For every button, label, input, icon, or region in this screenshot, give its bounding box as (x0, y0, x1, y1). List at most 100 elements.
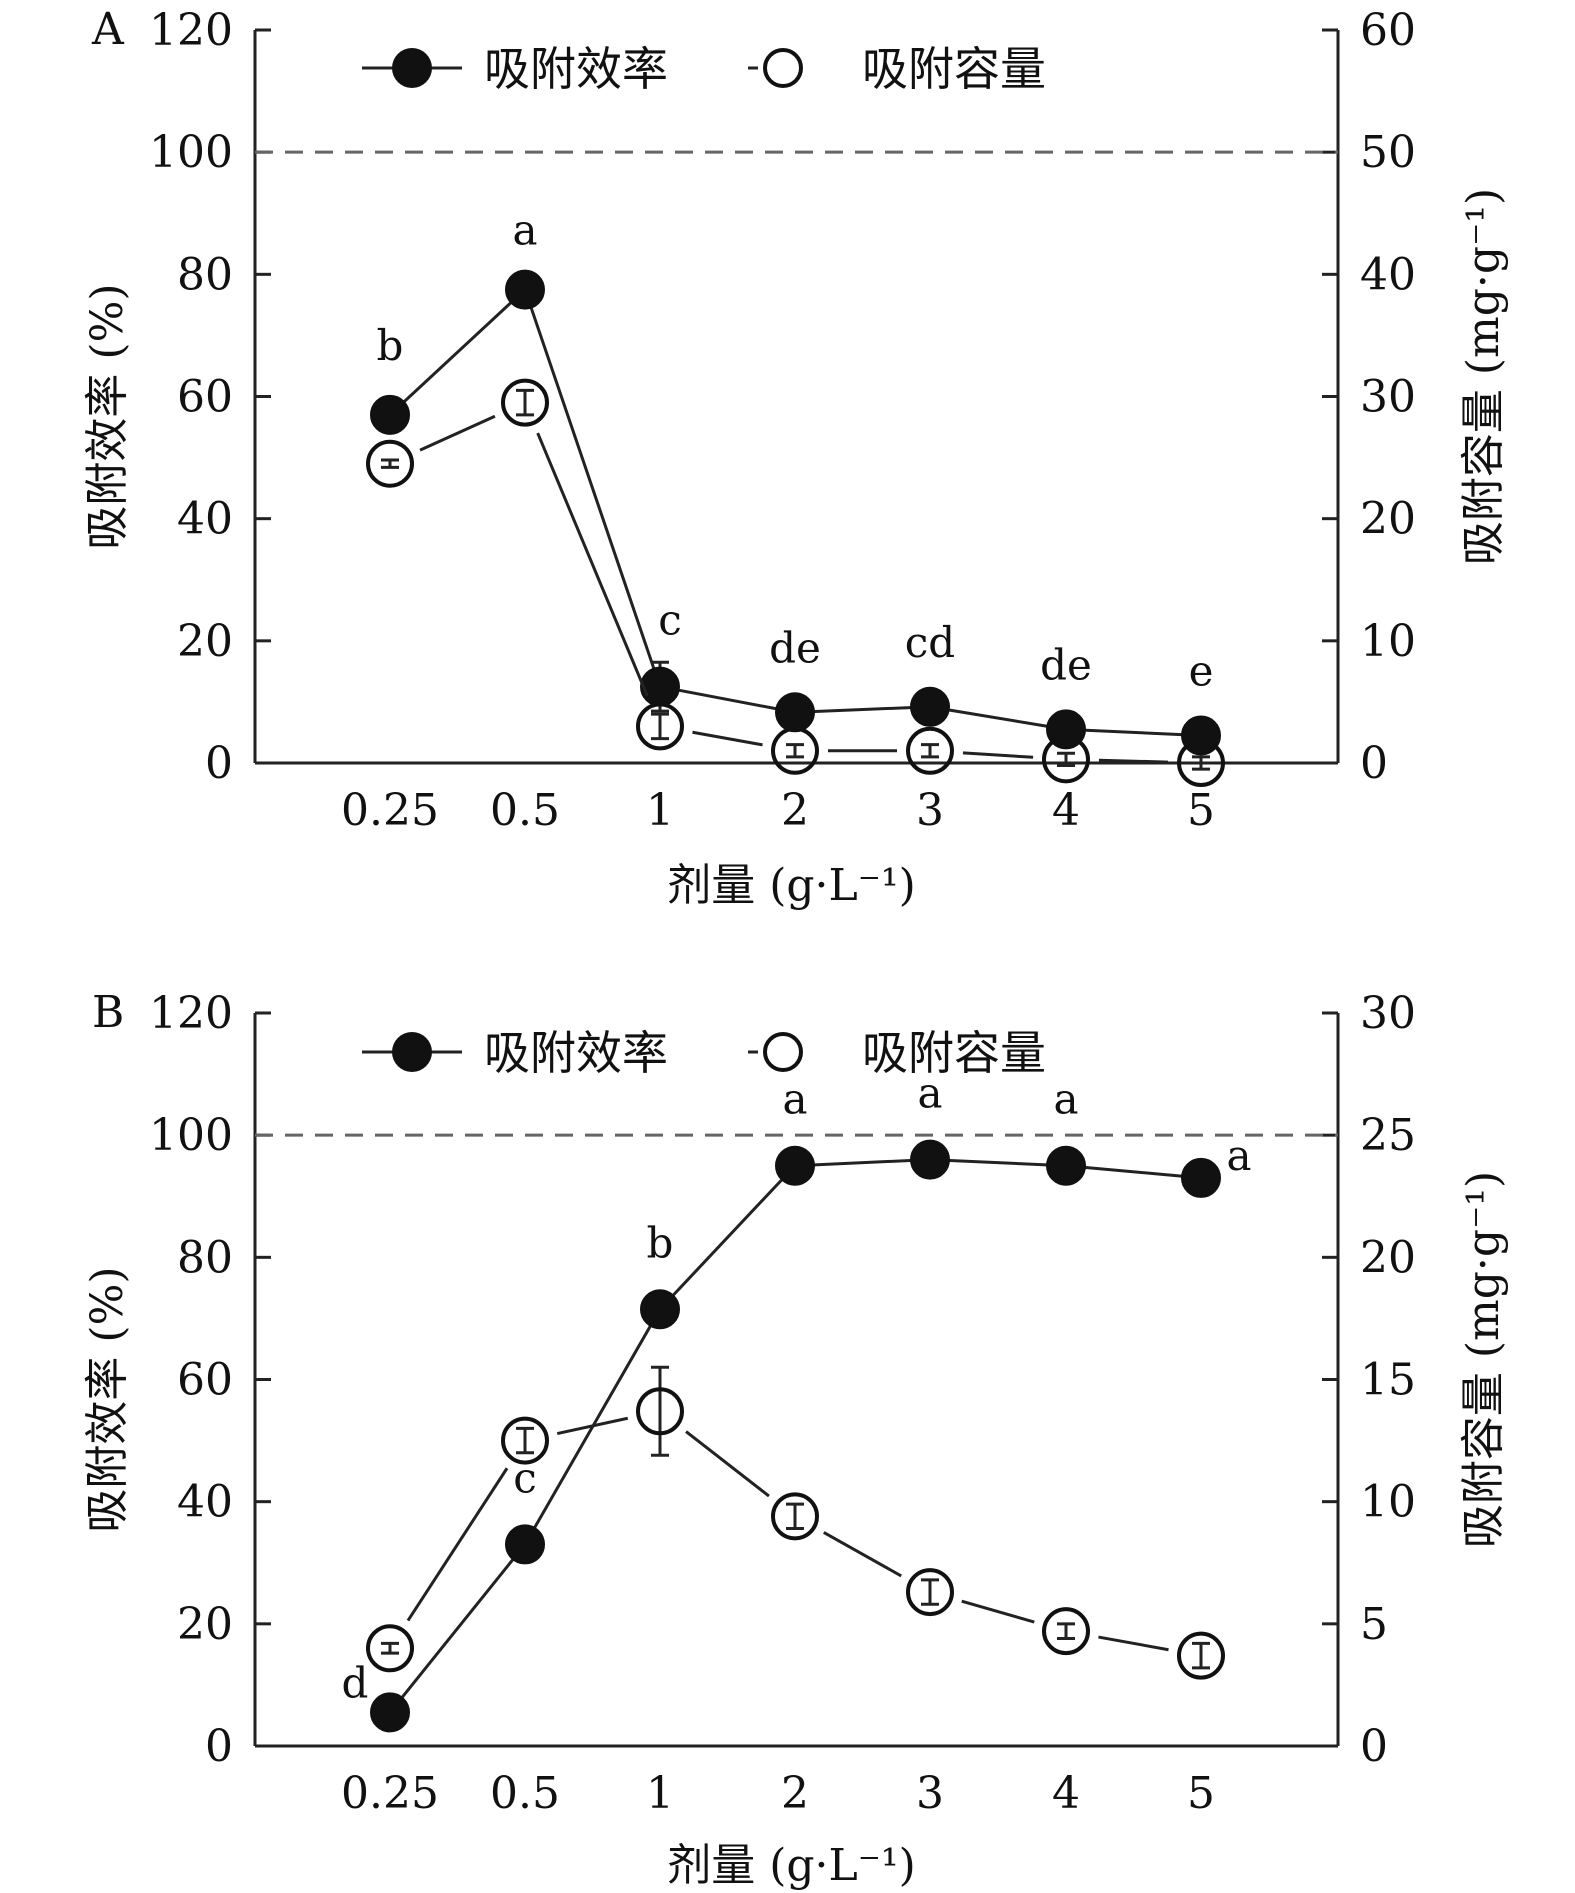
y-tick-label-right: 30 (1360, 988, 1416, 1039)
legend-label-capacity: 吸附容量 (862, 1026, 1046, 1080)
series-line-efficiency (811, 1158, 914, 1167)
y-tick-label-left: 20 (177, 1599, 233, 1650)
y-tick-label-left: 40 (177, 494, 233, 545)
series-line-capacity (419, 414, 496, 452)
capacity-point (636, 1387, 684, 1436)
panel-letter: A (91, 4, 125, 55)
capacity-point (906, 1568, 954, 1617)
x-tick-label: 4 (1052, 785, 1080, 836)
y-tick-label-right: 5 (1360, 1599, 1388, 1650)
y-tick-label-right: 20 (1360, 494, 1416, 545)
series-line-efficiency (1082, 1165, 1185, 1178)
capacity-point (636, 702, 684, 751)
efficiency-point (505, 269, 545, 310)
y-tick-label-right: 25 (1360, 1110, 1416, 1161)
legend-marker-capacity (763, 1032, 803, 1072)
efficiency-point (640, 666, 680, 707)
y-tick-label-right: 20 (1360, 1232, 1416, 1283)
efficiency-point (775, 692, 815, 733)
series-line-capacity (962, 751, 1034, 759)
capacity-point (771, 726, 819, 775)
significance-label: de (769, 623, 821, 672)
y-tick-label-left: 40 (177, 1477, 233, 1528)
efficiency-point (370, 394, 410, 435)
y-axis-title-left: 吸附效率 (%) (82, 1266, 133, 1532)
significance-label: b (377, 321, 404, 370)
y-tick-label-left: 100 (149, 1110, 233, 1161)
y-tick-label-right: 0 (1360, 738, 1388, 789)
x-tick-label: 1 (646, 1768, 674, 1819)
legend-marker-efficiency (392, 48, 432, 88)
efficiency-point (1046, 1145, 1086, 1186)
series-line-efficiency (1082, 728, 1185, 737)
x-tick-label: 0.5 (490, 1768, 560, 1819)
y-tick-label-left: 120 (149, 988, 233, 1039)
y-tick-label-right: 0 (1360, 1721, 1388, 1772)
capacity-point (1177, 1631, 1225, 1680)
series-line-efficiency (811, 705, 914, 714)
x-tick-label: 0.25 (341, 1768, 439, 1819)
series-line-efficiency (670, 1177, 785, 1298)
series-line-capacity (685, 1430, 770, 1498)
series-line-efficiency (946, 1158, 1050, 1167)
significance-label: a (782, 1075, 807, 1124)
significance-label: a (1226, 1131, 1251, 1180)
y-axis-title-left: 吸附效率 (%) (82, 283, 133, 549)
x-tick-label: 5 (1187, 785, 1215, 836)
x-tick-label: 3 (916, 785, 944, 836)
legend-label-efficiency: 吸附效率 (484, 1026, 668, 1080)
y-tick-label-left: 60 (177, 372, 233, 423)
series-line-capacity (692, 730, 763, 747)
y-axis-title-right: 吸附容量 (mg·g⁻¹) (1458, 1171, 1509, 1548)
y-tick-label-left: 0 (205, 738, 233, 789)
efficiency-point (1181, 715, 1221, 756)
y-axis-title-right: 吸附容量 (mg·g⁻¹) (1458, 188, 1509, 565)
x-tick-label: 3 (916, 1768, 944, 1819)
panel-b: 0 20 40 60 80 100 120 0 5 10 15 20 25 30 0.25 0.5 1 2 3 4 5 B… (82, 987, 1509, 1891)
y-tick-label-left: 120 (149, 5, 233, 56)
capacity-point (1177, 739, 1225, 787)
series-line-capacity (823, 1531, 902, 1578)
significance-label: e (1189, 647, 1214, 696)
legend-marker-efficiency (392, 1032, 432, 1072)
series-line-capacity (1098, 1635, 1169, 1652)
panel-letter: B (92, 987, 124, 1038)
y-tick-label-right: 10 (1360, 616, 1416, 667)
efficiency-point (910, 1139, 950, 1180)
series-line-efficiency (676, 688, 779, 711)
capacity-point (1042, 735, 1090, 784)
significance-label: c (658, 596, 682, 645)
y-tick-label-left: 80 (177, 249, 233, 300)
series-line-efficiency (401, 300, 514, 405)
y-tick-label-left: 60 (177, 1355, 233, 1406)
series-line-capacity (961, 1599, 1035, 1624)
x-tick-label: 2 (781, 785, 809, 836)
efficiency-point (910, 686, 950, 727)
y-tick-label-right: 30 (1360, 372, 1416, 423)
significance-label: cd (905, 618, 955, 667)
legend-label-capacity: 吸附容量 (862, 42, 1046, 96)
series-line-capacity (536, 432, 649, 697)
x-tick-label: 0.25 (341, 785, 439, 836)
capacity-point (501, 1416, 549, 1465)
legend-marker-capacity (763, 48, 803, 88)
capacity-point (501, 378, 549, 427)
capacity-point (771, 1492, 819, 1541)
efficiency-point (775, 1145, 815, 1186)
panel-a: 0 20 40 60 80 100 120 0 10 20 30 40 50 60 0.25 0.5 1 2 3 4 5… (82, 4, 1509, 911)
significance-label: a (917, 1069, 942, 1118)
capacity-point (906, 726, 954, 775)
series-line-efficiency (946, 708, 1050, 729)
x-tick-label: 5 (1187, 1768, 1215, 1819)
efficiency-point (640, 1289, 680, 1330)
y-tick-label-left: 80 (177, 1232, 233, 1283)
y-tick-label-right: 15 (1360, 1355, 1416, 1406)
significance-label: d (342, 1658, 369, 1707)
y-tick-label-right: 50 (1360, 127, 1416, 178)
capacity-point (366, 439, 414, 488)
capacity-point (1042, 1607, 1090, 1656)
x-tick-label: 2 (781, 1768, 809, 1819)
efficiency-point (505, 1524, 545, 1565)
series-line-capacity (406, 1467, 509, 1622)
legend-label-efficiency: 吸附效率 (484, 42, 668, 96)
